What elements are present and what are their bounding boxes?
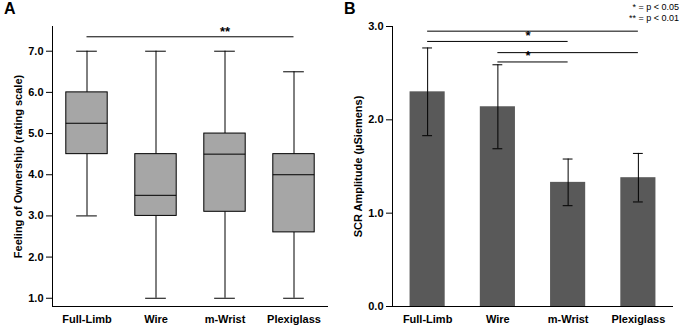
svg-text:Plexiglass: Plexiglass: [267, 313, 321, 325]
html-text:B: B: [344, 0, 356, 17]
svg-text:6.0: 6.0: [28, 86, 43, 98]
svg-text:SCR Amplitude (µSiemens): SCR Amplitude (µSiemens): [352, 95, 364, 237]
svg-text:3.0: 3.0: [28, 209, 43, 221]
svg-text:1.0: 1.0: [368, 207, 383, 219]
svg-text:m-Wrist: m-Wrist: [205, 313, 246, 325]
svg-text:*: *: [526, 28, 532, 43]
html-text:** = p < 0.01: ** = p < 0.01: [629, 13, 679, 23]
svg-text:1.0: 1.0: [28, 292, 43, 304]
svg-text:Feeling of Ownership (rating s: Feeling of Ownership (rating scale): [12, 74, 24, 258]
html-text:* = p < 0.05: * = p < 0.05: [632, 2, 679, 12]
svg-text:*: *: [526, 48, 532, 63]
svg-text:2.0: 2.0: [368, 113, 383, 125]
svg-text:m-Wrist: m-Wrist: [548, 313, 589, 325]
svg-text:Wire: Wire: [144, 313, 168, 325]
svg-text:3.0: 3.0: [368, 20, 383, 32]
svg-text:4.0: 4.0: [28, 168, 43, 180]
svg-text:Full-Limb: Full-Limb: [403, 313, 453, 325]
svg-text:Wire: Wire: [486, 313, 510, 325]
svg-text:7.0: 7.0: [28, 45, 43, 57]
svg-text:Plexiglass: Plexiglass: [611, 313, 665, 325]
svg-text:Full-Limb: Full-Limb: [62, 313, 112, 325]
svg-text:**: **: [220, 24, 231, 39]
svg-text:5.0: 5.0: [28, 127, 43, 139]
svg-text:2.0: 2.0: [28, 251, 43, 263]
html-text:A: A: [4, 0, 16, 17]
svg-text:0.0: 0.0: [368, 300, 383, 312]
